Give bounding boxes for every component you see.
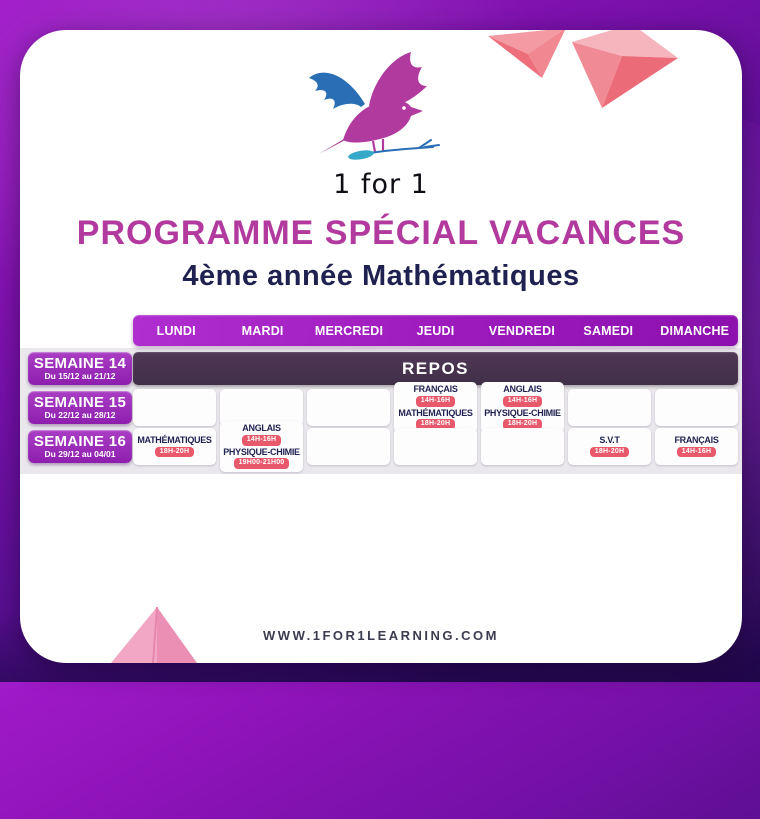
decor-pyramid-icon <box>111 606 197 663</box>
day-header-mercredi: MERCREDI <box>314 323 384 338</box>
repos-banner: REPOS <box>133 352 738 385</box>
logo: 1 for 1 <box>20 50 742 200</box>
cell-semaine-15-samedi <box>568 389 651 426</box>
page-subtitle: 4ème année Mathématiques <box>182 260 580 292</box>
days-header-bar: LUNDI MARDI MERCREDI JEUDI VENDREDI SAMEDI DIM… <box>133 315 738 346</box>
subject-label: PHYSIQUE-CHIMIE <box>223 446 300 457</box>
decor-kites-icon <box>488 30 678 108</box>
schedule-row-semaine-14: REPOS <box>133 352 738 385</box>
time-badge: 14H-16H <box>502 396 543 407</box>
subject-label: FRANÇAIS <box>674 434 719 445</box>
subject-label: MATHÉMATIQUES <box>398 407 473 418</box>
week-dates: Du 15/12 au 21/12 <box>44 371 116 382</box>
subject-label: FRANÇAIS <box>413 384 458 395</box>
footer-website: WWW.1FOR1LEARNING.COM <box>263 628 499 643</box>
day-header-samedi: SAMEDI <box>583 323 634 338</box>
week-label-semaine-16: SEMAINE 16 Du 29/12 au 04/01 <box>28 430 132 463</box>
schedule-row-semaine-16: MATHÉMATIQUES 18H-20H ANGLAIS 14H-16H PHYSIQ… <box>133 421 738 472</box>
time-badge: 14H-16H <box>241 435 282 446</box>
bird-logo-icon <box>309 52 440 160</box>
week-dates: Du 29/12 au 04/01 <box>44 449 116 460</box>
time-badge: 18H-20H <box>154 446 195 458</box>
day-header-lundi: LUNDI <box>156 323 196 338</box>
cell-semaine-16-mardi: ANGLAIS 14H-16H PHYSIQUE-CHIMIE 19H00-21H00 <box>220 421 303 472</box>
cell-semaine-16-jeudi <box>394 428 477 465</box>
schedule-row-semaine-15: FRANÇAIS 14H-16H MATHÉMATIQUES 18H-20H ANGLA… <box>133 382 738 433</box>
day-header-jeudi: JEUDI <box>416 323 455 338</box>
subject-label: S.V.T <box>599 434 620 445</box>
time-badge: 19H00-21H00 <box>233 458 290 469</box>
cell-semaine-16-lundi: MATHÉMATIQUES 18H-20H <box>133 428 216 465</box>
time-badge: 14H-16H <box>415 396 456 407</box>
cell-semaine-16-dimanche: FRANÇAIS 14H-16H <box>655 428 738 465</box>
cell-semaine-16-samedi: S.V.T 18H-20H <box>568 428 651 465</box>
page-title: PROGRAMME SPÉCIAL VACANCES <box>76 214 686 252</box>
content-card: 1 for 1 PROGRAMME SPÉCIAL VACANCES 4ème … <box>20 30 742 663</box>
cell-semaine-16-mercredi <box>307 428 390 465</box>
day-header-dimanche: DIMANCHE <box>660 323 730 338</box>
cell-semaine-15-jeudi: FRANÇAIS 14H-16H MATHÉMATIQUES 18H-20H <box>394 382 477 433</box>
subject-label: ANGLAIS <box>242 423 281 434</box>
week-dates: Du 22/12 au 28/12 <box>44 410 116 421</box>
time-badge: 14H-16H <box>676 446 717 458</box>
subject-label: PHYSIQUE-CHIMIE <box>484 407 561 418</box>
cell-semaine-16-vendredi <box>481 428 564 465</box>
week-label-semaine-15: SEMAINE 15 Du 22/12 au 28/12 <box>28 391 132 424</box>
time-badge: 18H-20H <box>502 419 543 430</box>
time-badge: 18H-20H <box>589 446 630 458</box>
subject-label: ANGLAIS <box>503 384 542 395</box>
week-label-semaine-14: SEMAINE 14 Du 15/12 au 21/12 <box>28 352 132 385</box>
cell-semaine-15-mercredi <box>307 389 390 426</box>
cell-semaine-15-lundi <box>133 389 216 426</box>
logo-text: 1 for 1 <box>333 169 429 200</box>
week-name: SEMAINE 14 <box>33 354 127 372</box>
cell-semaine-15-dimanche <box>655 389 738 426</box>
cell-semaine-15-mardi <box>220 389 303 426</box>
time-badge: 18H-20H <box>415 419 456 430</box>
week-name: SEMAINE 16 <box>33 432 127 450</box>
day-header-vendredi: VENDREDI <box>488 323 555 338</box>
cell-semaine-15-vendredi: ANGLAIS 14H-16H PHYSIQUE-CHIMIE 18H-20H <box>481 382 564 433</box>
subject-label: MATHÉMATIQUES <box>137 434 212 445</box>
day-header-mardi: MARDI <box>241 323 284 338</box>
week-name: SEMAINE 15 <box>33 393 127 411</box>
